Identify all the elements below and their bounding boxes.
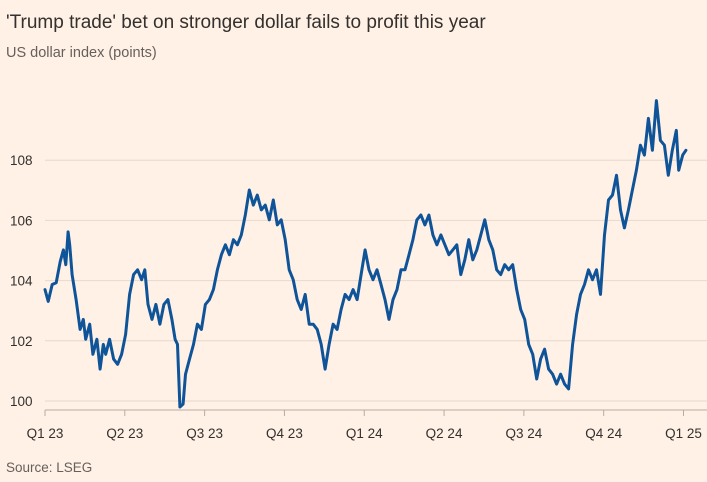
x-tick-label: Q1 23 — [27, 426, 64, 441]
x-tick-label: Q4 24 — [585, 426, 622, 441]
y-tick-label: 102 — [10, 334, 33, 349]
x-tick-label: Q3 23 — [186, 426, 223, 441]
y-tick-label: 104 — [10, 274, 33, 289]
x-tick-label: Q2 24 — [426, 426, 463, 441]
x-tick-label: Q1 24 — [346, 426, 383, 441]
chart-subtitle: US dollar index (points) — [6, 45, 157, 61]
source: Source: LSEG — [6, 460, 92, 475]
y-tick-label: 106 — [10, 213, 33, 228]
chart-title: 'Trump trade' bet on stronger dollar fai… — [6, 12, 486, 33]
y-tick-label: 108 — [10, 153, 33, 168]
x-tick-label: Q2 23 — [106, 426, 143, 441]
x-tick-label: Q1 25 — [665, 426, 702, 441]
y-tick-label: 100 — [10, 394, 33, 409]
x-tick-label: Q4 23 — [266, 426, 303, 441]
x-tick-label: Q3 24 — [505, 426, 542, 441]
line — [43, 99, 688, 409]
